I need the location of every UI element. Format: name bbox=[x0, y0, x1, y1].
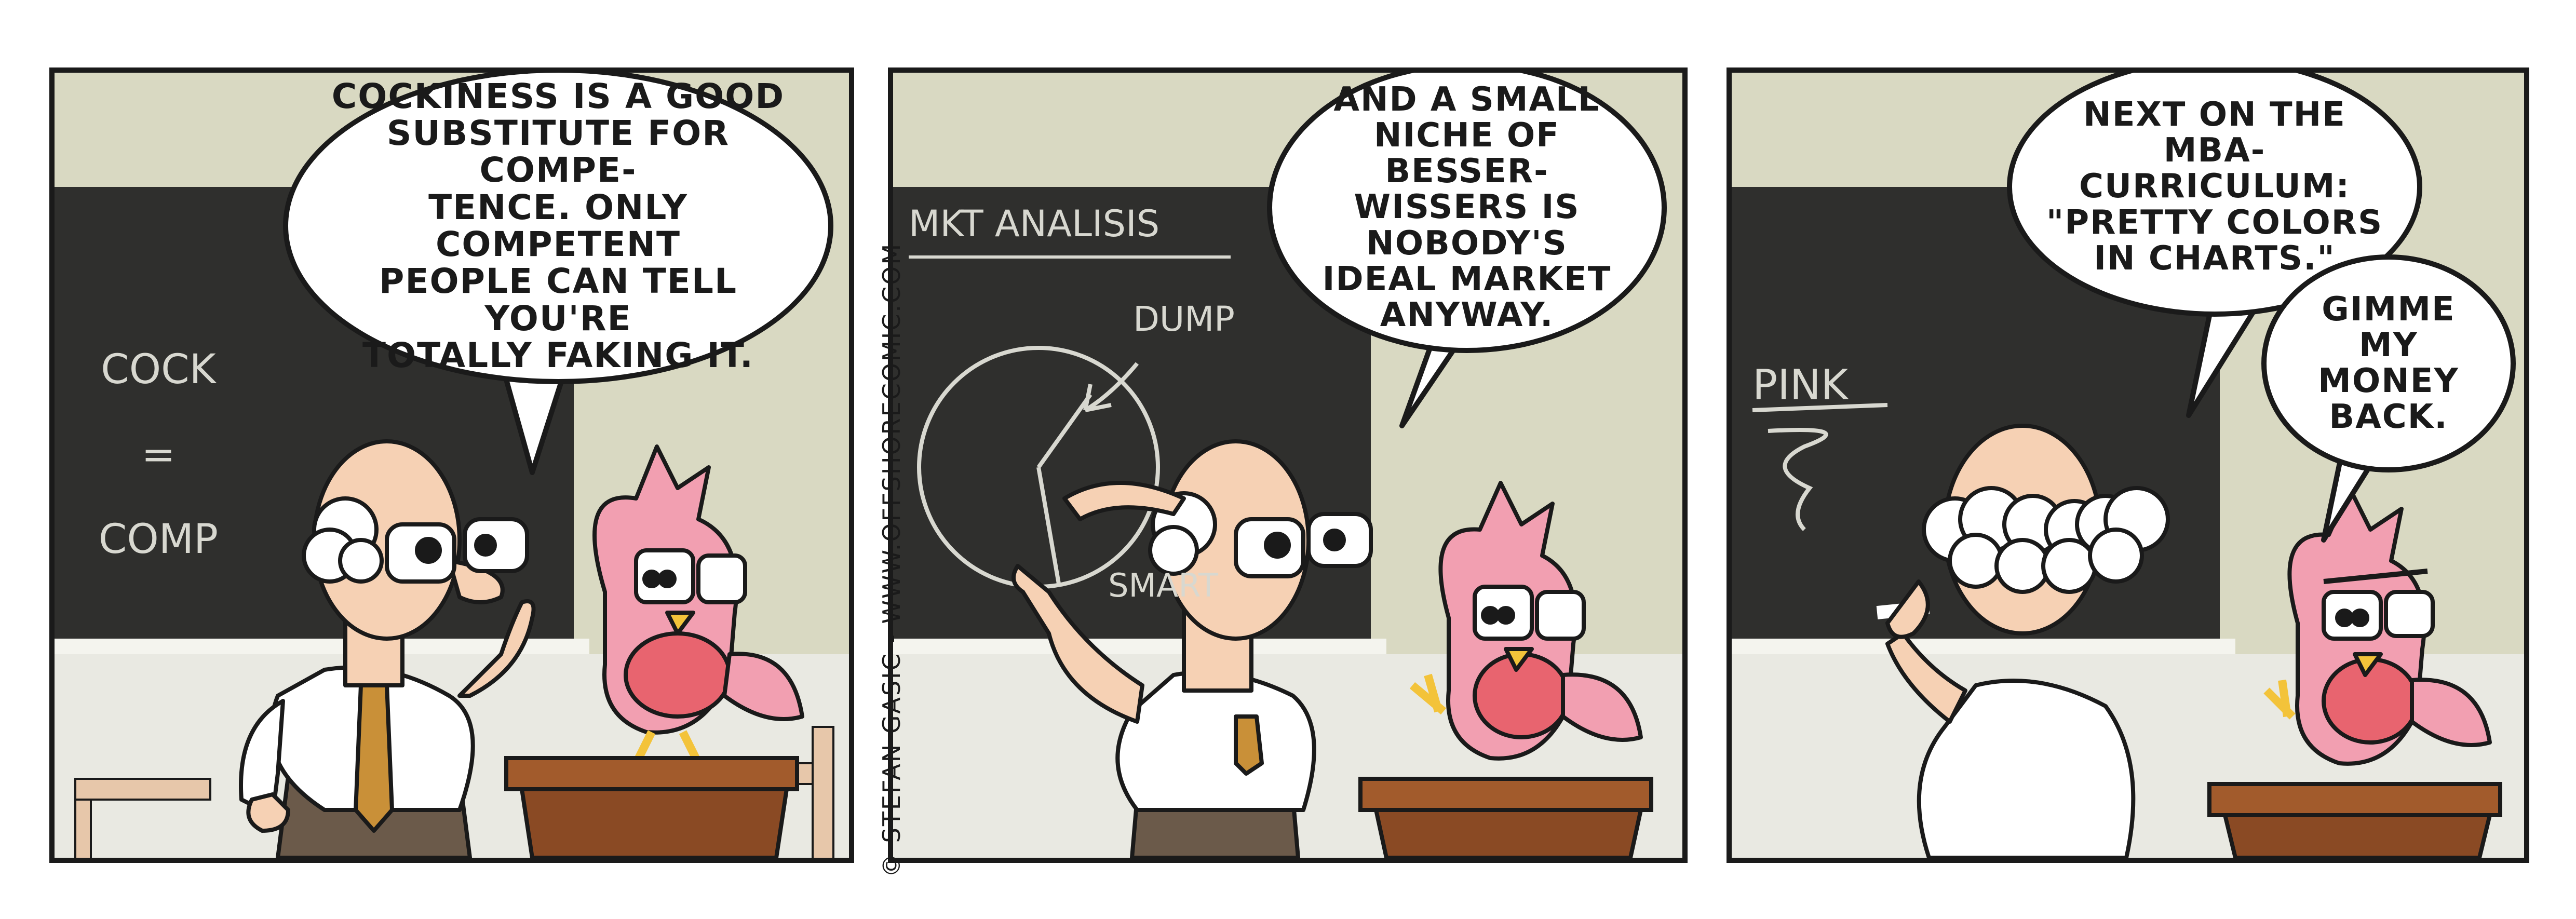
teacher bbox=[1011, 439, 1373, 858]
speech-text: AND A SMALL NICHE OF BESSER- WISSERS IS … bbox=[1322, 80, 1612, 334]
bird-student bbox=[592, 444, 804, 765]
chalk-ledge bbox=[1732, 639, 2235, 654]
podium bbox=[504, 756, 799, 858]
bird-student bbox=[2263, 486, 2492, 766]
podium bbox=[1358, 777, 1653, 858]
chalk-ledge bbox=[893, 639, 1386, 654]
comic-panel-2: MKT ANALISIS DUMP SMART AND A SMALL NICH… bbox=[888, 67, 1688, 863]
board-note: COCK = COMP bbox=[86, 306, 231, 604]
teacher bbox=[1876, 424, 2170, 858]
board-line-3: COMP bbox=[98, 516, 219, 563]
board-label-smart: SMART bbox=[1108, 566, 1218, 604]
board-line-1: COCK bbox=[101, 346, 216, 393]
bird-speech-text: GIMME MY MONEY BACK. bbox=[2318, 290, 2459, 437]
speech-bubble-tail bbox=[2186, 291, 2269, 418]
board-label-dump: DUMP bbox=[1133, 299, 1235, 339]
speech-text: NEXT ON THE MBA-CURRICULUM: "PRETTY COLO… bbox=[2046, 96, 2383, 278]
podium bbox=[2207, 782, 2502, 858]
teacher bbox=[239, 439, 536, 858]
speech-bubble-bird: GIMME MY MONEY BACK. bbox=[2261, 254, 2516, 472]
copyright-credit: © STEFAN GASIC - WWW.OFFSHORECOMIC.COM bbox=[878, 242, 906, 877]
comic-panel-3: PINK NEXT ON THE MBA-CURRICULUM: "PRETTY… bbox=[1727, 67, 2529, 863]
comic-panel-1: COCK = COMP COCKINESS IS A GOOD SUBSTITU… bbox=[49, 67, 854, 863]
board-word-pink: PINK bbox=[1752, 361, 1849, 409]
speech-bubble-teacher: AND A SMALL NICHE OF BESSER- WISSERS IS … bbox=[1267, 73, 1667, 353]
board-line-2: = bbox=[141, 431, 176, 478]
chalk-scribble bbox=[1752, 403, 1888, 531]
speech-bubble-teacher: COCKINESS IS A GOOD SUBSTITUTE FOR COMPE… bbox=[283, 73, 833, 384]
bird-student bbox=[1409, 481, 1643, 761]
speech-text: COCKINESS IS A GOOD SUBSTITUTE FOR COMPE… bbox=[331, 76, 785, 375]
board-title: MKT ANALISIS bbox=[909, 202, 1160, 245]
